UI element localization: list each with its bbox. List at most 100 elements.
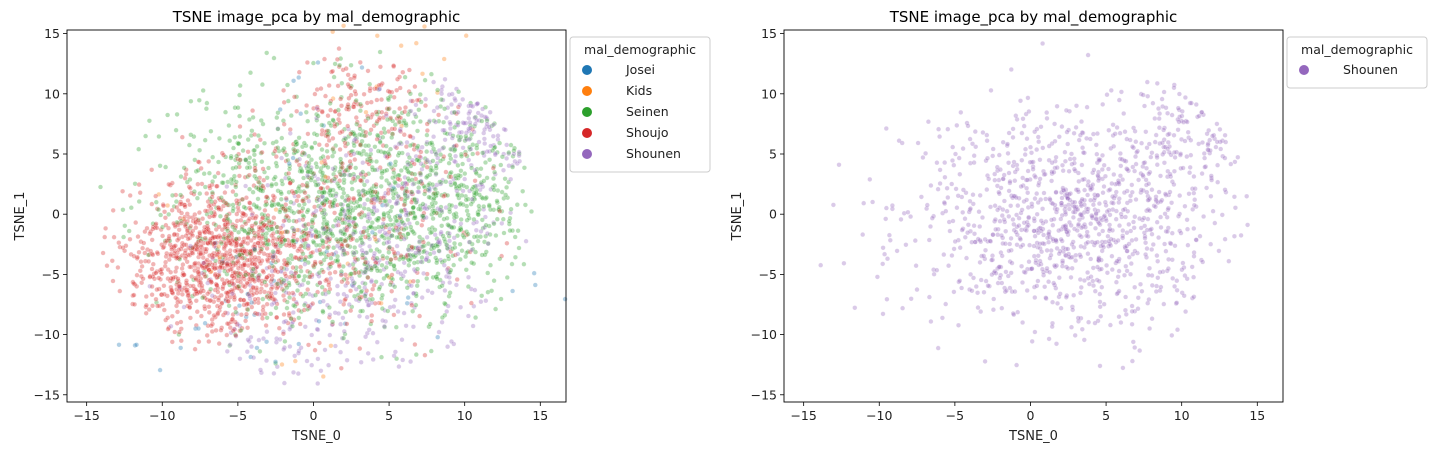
point-seinen [430, 158, 436, 164]
point-shounen [964, 255, 970, 261]
point-shounen [1099, 284, 1105, 290]
point-seinen [366, 154, 372, 160]
point-shounen [1024, 177, 1030, 183]
point-seinen [273, 181, 279, 187]
point-shounen [951, 289, 957, 295]
point-shoujo [344, 321, 350, 327]
point-seinen [452, 146, 458, 152]
point-seinen [415, 278, 421, 284]
point-seinen [251, 152, 257, 158]
point-shounen [1041, 190, 1047, 196]
point-shounen [350, 231, 356, 237]
point-seinen [370, 189, 376, 195]
point-shounen [1150, 241, 1156, 247]
point-shoujo [385, 88, 391, 94]
point-seinen [309, 157, 315, 163]
point-seinen [455, 192, 461, 198]
point-shoujo [276, 325, 282, 331]
point-shounen [336, 311, 342, 317]
point-seinen [375, 217, 381, 223]
point-shoujo [160, 203, 166, 209]
point-seinen [330, 319, 336, 325]
point-shounen [852, 305, 858, 311]
point-seinen [337, 216, 343, 222]
point-shounen [426, 188, 432, 194]
point-seinen [303, 109, 309, 115]
point-seinen [338, 156, 344, 162]
point-seinen [345, 208, 351, 214]
point-seinen [296, 135, 302, 141]
point-shounen [363, 334, 369, 340]
point-shounen [326, 362, 332, 368]
point-shoujo [135, 234, 141, 240]
point-seinen [422, 191, 428, 197]
point-shounen [371, 196, 377, 202]
point-shounen [1048, 217, 1054, 223]
point-shounen [472, 287, 478, 293]
point-shoujo [399, 185, 405, 191]
point-shoujo [271, 197, 277, 203]
point-seinen [174, 111, 180, 117]
point-shoujo [158, 227, 164, 233]
point-seinen [257, 348, 263, 354]
point-shounen [978, 309, 984, 315]
point-shounen [1110, 122, 1116, 128]
point-shounen [1071, 160, 1077, 166]
point-seinen [411, 119, 417, 125]
point-shounen [429, 290, 435, 296]
point-shounen [1174, 327, 1180, 333]
point-josei [236, 303, 242, 309]
point-seinen [442, 106, 448, 112]
point-seinen [153, 199, 159, 205]
point-shounen [1012, 289, 1018, 295]
point-shounen [492, 171, 498, 177]
point-shounen [926, 237, 932, 243]
point-shounen [484, 231, 490, 237]
point-shounen [1143, 165, 1149, 171]
point-shounen [1244, 193, 1250, 199]
point-seinen [260, 188, 266, 194]
point-shounen [949, 181, 955, 187]
point-shounen [1077, 232, 1083, 238]
point-shounen [1114, 124, 1120, 130]
point-shoujo [243, 318, 249, 324]
point-seinen [335, 107, 341, 113]
x-axis-label: TSNE_0 [291, 429, 341, 444]
point-shounen [976, 209, 982, 215]
point-shoujo [351, 104, 357, 110]
point-seinen [341, 177, 347, 183]
point-seinen [374, 255, 380, 261]
point-shounen [1124, 166, 1130, 172]
point-shounen [1154, 283, 1160, 289]
point-shounen [1136, 177, 1142, 183]
point-shoujo [225, 268, 231, 274]
point-seinen [424, 174, 430, 180]
point-shounen [346, 302, 352, 308]
point-shoujo [154, 287, 160, 293]
point-shounen [1110, 194, 1116, 200]
point-seinen [326, 305, 332, 311]
point-shoujo [281, 257, 287, 263]
point-shounen [1042, 171, 1048, 177]
point-seinen [353, 165, 359, 171]
point-shounen [1132, 345, 1138, 351]
point-shounen [1153, 132, 1159, 138]
point-shounen [981, 253, 987, 259]
point-seinen [368, 247, 374, 253]
point-shounen [391, 353, 397, 359]
point-seinen [337, 236, 343, 242]
point-shounen [1031, 253, 1037, 259]
point-seinen [479, 217, 485, 223]
point-josei [290, 155, 296, 161]
point-seinen [522, 202, 528, 208]
point-shoujo [345, 123, 351, 129]
point-shounen [1088, 221, 1094, 227]
point-seinen [222, 109, 228, 115]
point-shoujo [232, 305, 238, 311]
point-seinen [375, 148, 381, 154]
point-shounen [968, 206, 974, 212]
point-seinen [288, 199, 294, 205]
point-shounen [350, 278, 356, 284]
point-shoujo [235, 270, 241, 276]
legend: mal_demographicJoseiKidsSeinenShoujoShou… [569, 36, 711, 173]
